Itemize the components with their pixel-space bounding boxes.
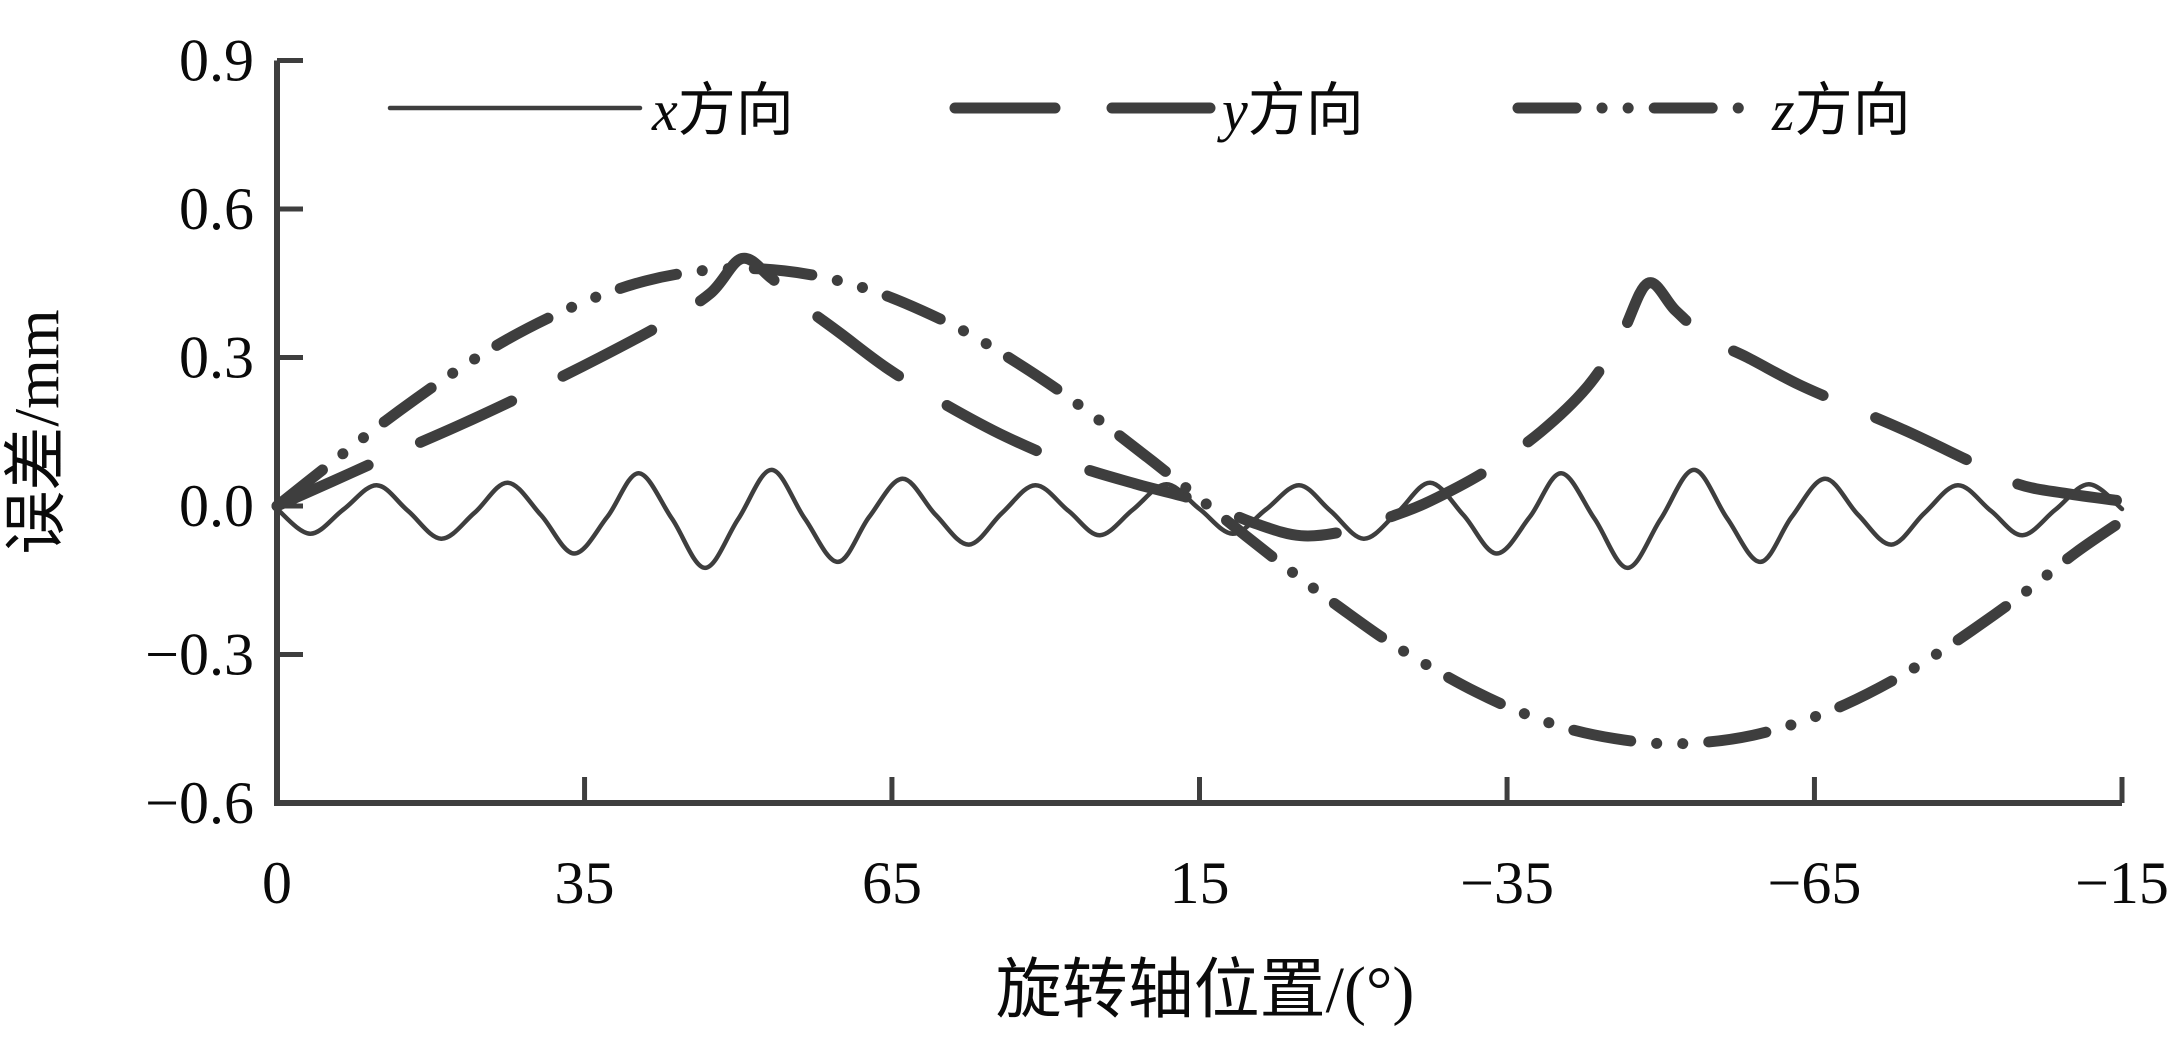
series-x-direction	[274, 467, 2125, 571]
x-tick-label: 15	[1170, 850, 1230, 916]
x-tick-label: 65	[862, 850, 922, 916]
legend-letter-z: z	[1771, 78, 1795, 143]
x-axis-title: 旋转轴位置/(°)	[996, 954, 1415, 1027]
y-tick-label: 0.3	[179, 325, 254, 391]
x-tick-label: 35	[555, 850, 615, 916]
legend-label-x-direction: x方向	[651, 78, 794, 143]
y-tick-label: −0.6	[145, 770, 254, 836]
legend-suffix-y: 方向	[1248, 78, 1364, 143]
x-tick-label: −35	[1460, 850, 1554, 916]
legend-label-y-direction: y方向	[1217, 78, 1364, 143]
legend-label-z-direction: z方向	[1771, 78, 1911, 143]
y-tick-label: 0.9	[179, 28, 254, 94]
legend-suffix-x: 方向	[678, 78, 794, 143]
y-tick-label: −0.3	[145, 622, 254, 688]
legend-letter-y: y	[1217, 78, 1248, 143]
legend-letter-x: x	[651, 78, 678, 143]
axis-lines	[274, 60, 2122, 806]
x-tick-label: 0	[262, 850, 292, 916]
y-tick-label: 0.6	[179, 176, 254, 242]
x-tick-label: −65	[1768, 850, 1862, 916]
series-y-direction	[271, 252, 2128, 542]
series-z-direction	[271, 262, 2128, 750]
legend-suffix-z: 方向	[1795, 78, 1911, 143]
y-axis-title: 误差/mm	[1, 309, 72, 554]
x-tick-label: −15	[2075, 850, 2169, 916]
y-tick-label: 0.0	[179, 473, 254, 539]
